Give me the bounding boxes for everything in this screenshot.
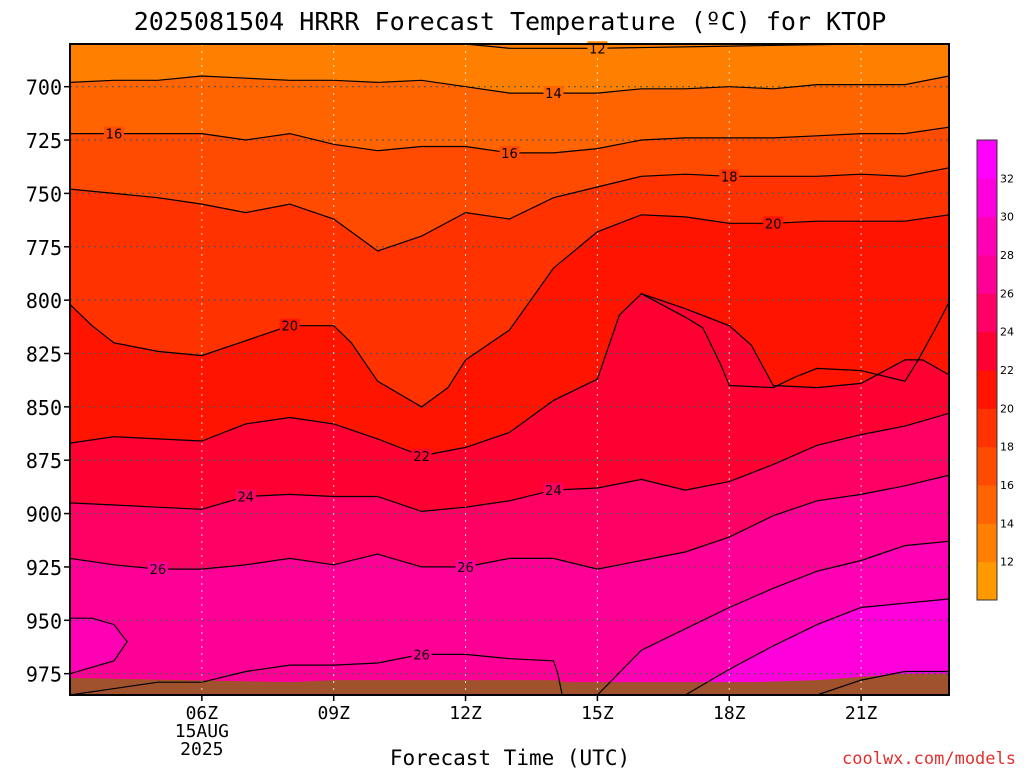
colorbar-swatch	[977, 255, 997, 294]
contour-labels: 12 14 16 16 18 20 20 22 24 24 26 26 26	[103, 41, 784, 663]
contour-line	[70, 617, 128, 675]
contour-line	[70, 293, 949, 457]
colorbar-swatch	[977, 561, 997, 601]
contour-label: 24	[545, 484, 562, 499]
y-tick-label: 850	[26, 396, 62, 420]
colorbar-swatch	[977, 216, 997, 256]
contour-label-bg	[279, 318, 300, 333]
colorbar-label: 32	[1000, 172, 1014, 185]
contour-line	[816, 670, 949, 695]
contour-line	[70, 75, 949, 94]
y-tick-label: 775	[26, 236, 62, 260]
contour-label: 16	[501, 147, 518, 162]
y-axis: 700 725 750 775 800 825 850 875 900 925 950 975	[26, 76, 70, 687]
contour-label: 26	[457, 561, 474, 576]
colorbar-swatch	[977, 331, 997, 371]
plot-frame	[69, 43, 950, 696]
colorbar-swatch	[977, 370, 997, 409]
contour-label-bg	[147, 562, 168, 577]
y-tick-label: 825	[26, 342, 62, 366]
colorbar-label: 18	[1000, 441, 1014, 454]
contour-label: 12	[589, 42, 606, 57]
contour-line	[596, 540, 949, 695]
contour-label: 26	[150, 563, 167, 578]
contour-label-bg	[455, 559, 476, 574]
colorbar-label: 26	[1000, 287, 1014, 300]
contour-label-bg	[499, 145, 520, 160]
contour-line	[684, 598, 949, 695]
colorbar-label: 22	[1000, 364, 1014, 377]
contour-label: 14	[545, 87, 562, 102]
y-tick-label: 950	[26, 609, 62, 633]
colorbar-swatch	[977, 446, 997, 486]
contour-label-bg	[543, 483, 564, 498]
fill-band	[597, 293, 949, 471]
colorbar-swatch	[977, 140, 997, 179]
colorbar-label: 30	[1000, 211, 1014, 224]
colorbar-swatch	[977, 178, 997, 218]
contour-line	[70, 167, 949, 252]
y-tick-label: 975	[26, 663, 62, 687]
x-tick-label: 09Z	[317, 703, 350, 724]
plot-area	[70, 44, 949, 695]
x-axis-label: Forecast Time (UTC)	[390, 746, 630, 768]
colorbar-swatch	[977, 408, 997, 448]
contour-label: 24	[238, 490, 255, 505]
y-tick-label: 700	[26, 76, 62, 100]
contour-label-bg	[103, 126, 124, 141]
colorbar: 12 14 16 18 20 22 24 26 28 30 32	[976, 139, 1014, 601]
contour-label: 20	[281, 320, 298, 335]
y-tick-label: 800	[26, 289, 62, 313]
contour-line	[641, 293, 949, 389]
x-tick-label: 18Z	[713, 703, 746, 724]
x-tick-label: 15AUG	[175, 721, 229, 742]
contour-line	[70, 653, 563, 695]
chart-title: 2025081504 HRRR Forecast Temperature (ºC…	[134, 7, 887, 36]
contour-label: 16	[106, 128, 123, 143]
colorbar-label: 20	[1000, 402, 1014, 415]
contour-label: 26	[413, 648, 430, 663]
y-tick-label: 725	[26, 129, 62, 153]
grid	[70, 44, 949, 695]
colorbar-swatch	[977, 293, 997, 333]
colorbar-swatch	[977, 523, 997, 563]
contour-line	[70, 412, 949, 513]
x-tick-label: 21Z	[845, 703, 878, 724]
x-tick-label: 12Z	[449, 703, 482, 724]
contour-label: 20	[765, 217, 782, 232]
x-tick-label: 15Z	[581, 703, 614, 724]
contour-label-bg	[411, 647, 432, 662]
y-tick-label: 900	[26, 503, 62, 527]
contour-label: 18	[721, 170, 738, 185]
x-tick-label: 2025	[180, 739, 223, 760]
colorbar-label: 28	[1000, 249, 1014, 262]
colorbar-frame	[976, 139, 998, 601]
contour-label: 22	[413, 450, 430, 465]
colorbar-label: 24	[1000, 326, 1014, 339]
contour-line	[70, 474, 949, 570]
y-tick-label: 750	[26, 182, 62, 206]
fill-band	[685, 599, 949, 695]
contour-label-bg	[235, 489, 256, 504]
credit-text: coolwx.com/models	[842, 749, 1016, 768]
y-tick-label: 875	[26, 449, 62, 473]
colorbar-swatch	[977, 485, 997, 524]
contour-label-bg	[543, 86, 564, 101]
y-tick-label: 925	[26, 556, 62, 580]
colorbar-label: 14	[1000, 517, 1014, 530]
colorbar-label: 16	[1000, 479, 1014, 492]
contour-label-bg	[411, 448, 432, 463]
x-tick-label: 06Z	[186, 703, 219, 724]
contour-label-bg	[719, 169, 740, 184]
contour-label-bg	[763, 216, 784, 231]
fill-band	[70, 618, 128, 674]
colorbar-label: 12	[1000, 556, 1014, 569]
